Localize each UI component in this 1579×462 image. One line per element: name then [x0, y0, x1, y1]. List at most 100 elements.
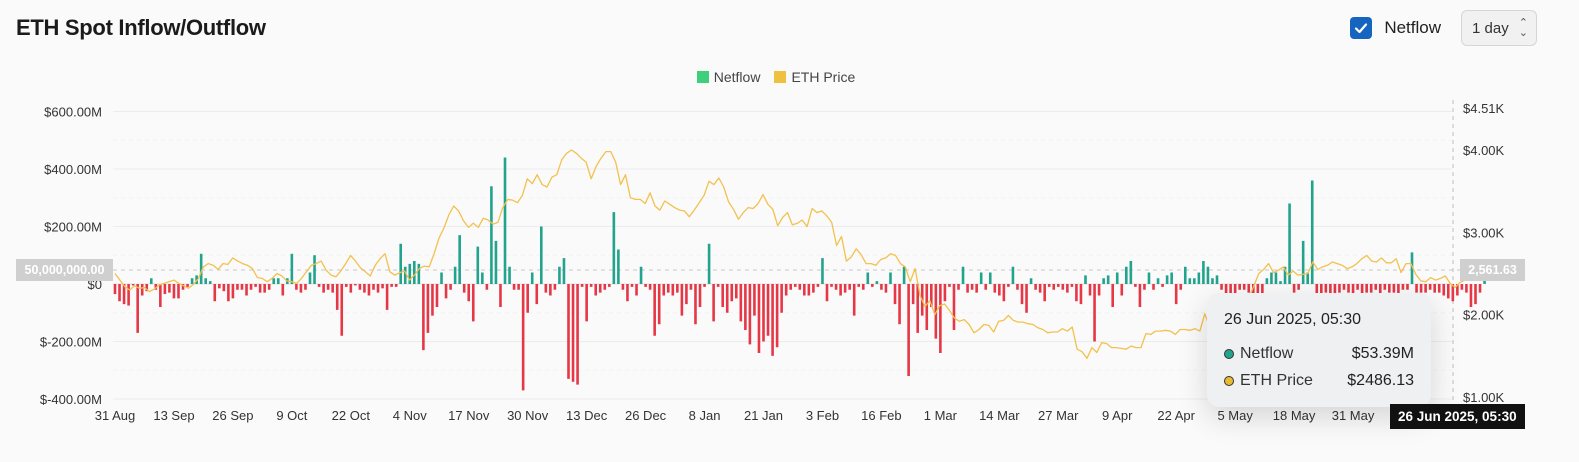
netflow-bar — [1456, 284, 1459, 296]
netflow-bar — [839, 284, 842, 296]
y-left-tick-label: $400.00M — [44, 162, 102, 177]
netflow-bar — [322, 284, 325, 293]
tooltip-value: $2486.13 — [1347, 372, 1414, 389]
netflow-bar — [149, 278, 153, 284]
x-tick-label: 16 Feb — [861, 408, 901, 423]
netflow-bar — [712, 284, 715, 322]
netflow-bar — [245, 284, 248, 296]
netflow-bar — [1288, 203, 1291, 284]
netflow-bar — [1342, 284, 1346, 290]
netflow-bar — [462, 284, 466, 293]
netflow-bar — [503, 157, 507, 284]
netflow-bar — [308, 272, 312, 284]
netflow-bar — [1351, 284, 1355, 296]
x-tick-label: 13 Dec — [566, 408, 608, 423]
netflow-bar — [657, 284, 661, 325]
netflow-bar — [499, 284, 502, 307]
netflow-bar — [186, 284, 189, 287]
netflow-bar — [1378, 284, 1382, 296]
netflow-bar — [1428, 284, 1432, 290]
legend-item-netflow[interactable]: Netflow — [696, 69, 760, 85]
x-tick-label: 9 Apr — [1102, 408, 1133, 423]
netflow-bar — [367, 284, 371, 296]
legend-label-eth-price: ETH Price — [791, 69, 856, 85]
netflow-bar — [911, 284, 915, 305]
x-tick-label: 26 Dec — [625, 408, 667, 423]
netflow-bar — [218, 284, 221, 289]
y-left-tick-label: $200.00M — [44, 220, 102, 235]
check-icon — [1355, 23, 1368, 34]
netflow-bar — [762, 284, 765, 342]
legend-swatch-netflow — [696, 71, 709, 83]
netflow-bar — [970, 284, 974, 290]
chart-tooltip: 26 Jun 2025, 05:30 Netflow $53.39M ETH P… — [1207, 293, 1431, 407]
netflow-bar — [295, 284, 298, 290]
netflow-bar — [1102, 278, 1105, 284]
netflow-bar — [1152, 284, 1155, 290]
netflow-bar — [508, 266, 511, 284]
netflow-bar — [1474, 284, 1477, 305]
netflow-bar — [263, 284, 266, 293]
netflow-bar — [444, 284, 448, 299]
x-tick-label: 22 Apr — [1157, 408, 1195, 423]
netflow-bar — [1165, 275, 1169, 284]
netflow-bar — [866, 272, 870, 284]
netflow-bar — [490, 186, 493, 284]
x-tick-label: 26 Sep — [212, 408, 253, 423]
netflow-bar — [766, 284, 770, 336]
netflow-bar — [621, 284, 625, 290]
netflow-bar — [1465, 284, 1468, 293]
netflow-bar — [576, 284, 579, 385]
netflow-bar — [1224, 284, 1228, 296]
netflow-bar — [635, 284, 638, 296]
netflow-bar — [979, 272, 983, 284]
netflow-bar — [1179, 284, 1183, 290]
netflow-checkbox[interactable] — [1350, 17, 1373, 39]
netflow-bar — [943, 284, 947, 302]
y-left-tick-label: $600.00M — [44, 105, 102, 120]
x-tick-label: 31 May — [1332, 408, 1375, 423]
netflow-bar — [580, 284, 584, 287]
netflow-bar — [739, 284, 743, 322]
netflow-bar — [617, 249, 620, 284]
netflow-bar — [272, 278, 276, 284]
netflow-bar — [481, 272, 484, 284]
netflow-bar — [916, 284, 919, 333]
netflow-bar — [744, 284, 747, 330]
netflow-bar — [716, 284, 720, 287]
netflow-bar — [363, 284, 366, 293]
netflow-bar — [639, 266, 643, 284]
netflow-bar — [440, 272, 443, 284]
netflow-bar — [1374, 284, 1378, 290]
netflow-bar — [757, 284, 761, 353]
interval-select[interactable]: 1 day ⌃ ⌄ — [1461, 10, 1537, 46]
netflow-bar — [703, 284, 706, 287]
netflow-checkbox-label[interactable]: Netflow — [1384, 18, 1441, 37]
netflow-bar — [199, 253, 203, 284]
netflow-bar — [1056, 284, 1060, 287]
netflow-bar — [1188, 278, 1192, 284]
x-tick-label: 14 Mar — [979, 408, 1020, 423]
netflow-bar — [113, 284, 117, 295]
netflow-bar — [1347, 284, 1350, 293]
netflow-bars — [113, 157, 1486, 391]
x-tick-label: 4 Nov — [393, 408, 427, 423]
netflow-bar — [957, 284, 960, 290]
x-tick-label: 27 Mar — [1038, 408, 1079, 423]
netflow-bar — [1170, 272, 1173, 284]
legend-item-eth-price[interactable]: ETH Price — [774, 69, 855, 85]
netflow-bar — [422, 284, 425, 351]
netflow-bar — [816, 284, 820, 287]
netflow-bar — [1419, 284, 1423, 293]
netflow-bar — [807, 284, 811, 296]
netflow-bar — [304, 284, 307, 290]
netflow-bar — [236, 284, 239, 290]
netflow-bar — [1120, 284, 1124, 296]
netflow-bar — [190, 278, 194, 284]
netflow-bar — [145, 284, 149, 292]
netflow-bar — [131, 284, 135, 286]
netflow-bar — [177, 284, 180, 299]
page-title: ETH Spot Inflow/Outflow — [16, 15, 266, 40]
netflow-bar — [1256, 284, 1260, 299]
